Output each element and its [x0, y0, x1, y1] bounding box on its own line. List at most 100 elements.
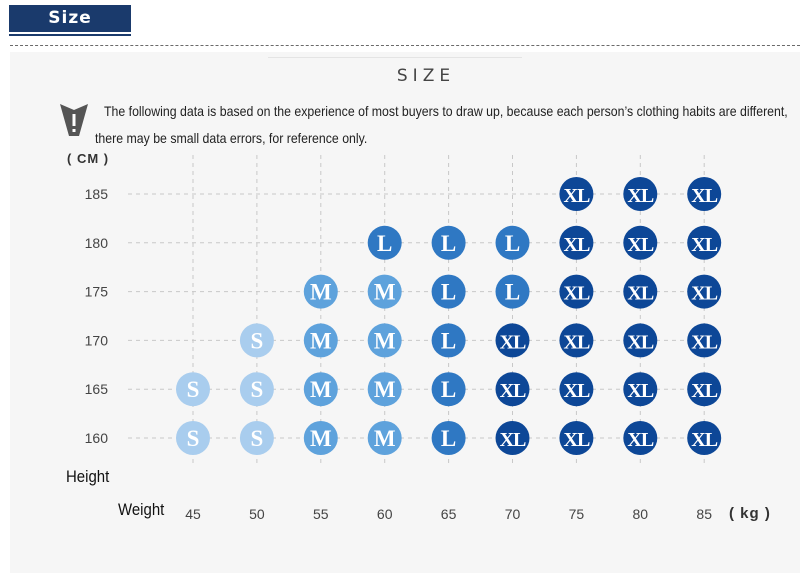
- size-marker-s: [239, 372, 274, 407]
- chart-title: SIZE: [396, 66, 456, 86]
- left-margin: [0, 52, 10, 573]
- size-marker-label: XL: [691, 283, 717, 305]
- size-marker-m: [303, 372, 338, 407]
- size-marker-label: XL: [627, 234, 653, 256]
- size-marker-label: XL: [564, 283, 590, 305]
- size-marker-l: [367, 225, 402, 260]
- size-marker-label: M: [374, 377, 396, 402]
- y-tick-label: 175: [85, 284, 109, 300]
- y-unit-label: ( CM ): [67, 151, 110, 166]
- size-marker-label: M: [374, 280, 396, 305]
- size-marker-xl: [687, 323, 722, 358]
- y-axis-name: Height: [66, 467, 110, 486]
- size-marker-label: XL: [500, 331, 526, 353]
- size-marker-label: M: [374, 328, 396, 353]
- x-tick-label: 65: [441, 506, 457, 522]
- note-line-1: The following data is based on the exper…: [104, 103, 788, 119]
- size-marker-m: [303, 421, 338, 455]
- size-marker-m: [303, 323, 338, 358]
- size-marker-xl: [623, 177, 658, 211]
- size-marker-label: XL: [564, 185, 590, 207]
- size-marker-l: [495, 225, 530, 260]
- x-tick-label: 75: [569, 506, 585, 522]
- size-marker-xl: [687, 421, 722, 455]
- size-marker-label: XL: [627, 283, 653, 305]
- size-marker-m: [367, 274, 402, 309]
- size-marker-label: XL: [627, 331, 653, 353]
- size-marker-label: S: [251, 426, 264, 451]
- size-marker-label: M: [374, 426, 396, 451]
- size-marker-label: M: [310, 426, 332, 451]
- y-tick-label: 185: [85, 186, 109, 202]
- title-rule: [268, 57, 522, 58]
- size-marker-l: [431, 274, 466, 309]
- size-marker-label: L: [441, 426, 456, 451]
- size-marker-label: L: [505, 231, 520, 256]
- size-marker-s: [239, 421, 274, 455]
- size-marker-xl: [559, 225, 594, 260]
- size-marker-xl: [559, 421, 594, 455]
- size-marker-label: XL: [627, 185, 653, 207]
- size-marker-l: [431, 225, 466, 260]
- size-marker-label: L: [505, 280, 520, 305]
- size-marker-label: XL: [627, 380, 653, 402]
- size-marker-m: [367, 372, 402, 407]
- size-marker-label: XL: [500, 429, 526, 451]
- size-marker-l: [431, 372, 466, 407]
- size-marker-label: S: [251, 377, 264, 402]
- x-tick-label: 80: [633, 506, 649, 522]
- size-marker-xl: [687, 225, 722, 260]
- size-marker-xl: [687, 274, 722, 309]
- size-marker-label: M: [310, 377, 332, 402]
- size-marker-label: XL: [627, 429, 653, 451]
- size-marker-xl: [495, 421, 530, 455]
- tab-underline: [9, 34, 131, 36]
- size-marker-label: M: [310, 328, 332, 353]
- note-line-2: there may be small data errors, for refe…: [95, 130, 368, 146]
- y-tick-label: 180: [85, 235, 109, 251]
- warning-arrow-icon: [60, 104, 88, 136]
- size-marker-label: XL: [691, 185, 717, 207]
- size-marker-xl: [687, 177, 722, 211]
- size-marker-label: XL: [564, 234, 590, 256]
- size-marker-label: XL: [691, 380, 717, 402]
- size-marker-label: S: [187, 377, 200, 402]
- y-tick-label: 160: [85, 430, 109, 446]
- size-marker-label: S: [251, 328, 264, 353]
- header-band: [0, 0, 800, 50]
- chart-panel: [0, 52, 800, 573]
- size-marker-label: M: [310, 280, 332, 305]
- size-marker-xl: [687, 372, 722, 407]
- size-marker-xl: [559, 372, 594, 407]
- x-tick-label: 55: [313, 506, 329, 522]
- size-marker-label: XL: [564, 380, 590, 402]
- size-marker-xl: [495, 323, 530, 358]
- size-marker-label: L: [441, 328, 456, 353]
- size-marker-xl: [623, 421, 658, 455]
- size-marker-label: L: [441, 377, 456, 402]
- size-marker-xl: [495, 372, 530, 407]
- size-marker-label: XL: [500, 380, 526, 402]
- size-marker-label: XL: [564, 331, 590, 353]
- size-marker-label: XL: [691, 234, 717, 256]
- x-tick-label: 50: [249, 506, 265, 522]
- size-marker-label: L: [377, 231, 392, 256]
- size-marker-label: L: [441, 231, 456, 256]
- size-marker-xl: [559, 323, 594, 358]
- dashed-divider: [10, 45, 800, 46]
- size-tab: Size: [9, 5, 131, 32]
- size-marker-l: [431, 421, 466, 455]
- x-axis-name: Weight: [118, 500, 165, 519]
- size-marker-label: L: [441, 280, 456, 305]
- size-marker-xl: [623, 372, 658, 407]
- y-tick-label: 170: [85, 332, 109, 348]
- size-marker-label: XL: [691, 429, 717, 451]
- size-marker-xl: [559, 274, 594, 309]
- size-marker-label: S: [187, 426, 200, 451]
- size-marker-s: [239, 323, 274, 358]
- x-tick-label: 60: [377, 506, 393, 522]
- y-tick-label: 165: [85, 381, 109, 397]
- size-marker-label: XL: [691, 331, 717, 353]
- x-unit-label: ( kg ): [729, 505, 771, 522]
